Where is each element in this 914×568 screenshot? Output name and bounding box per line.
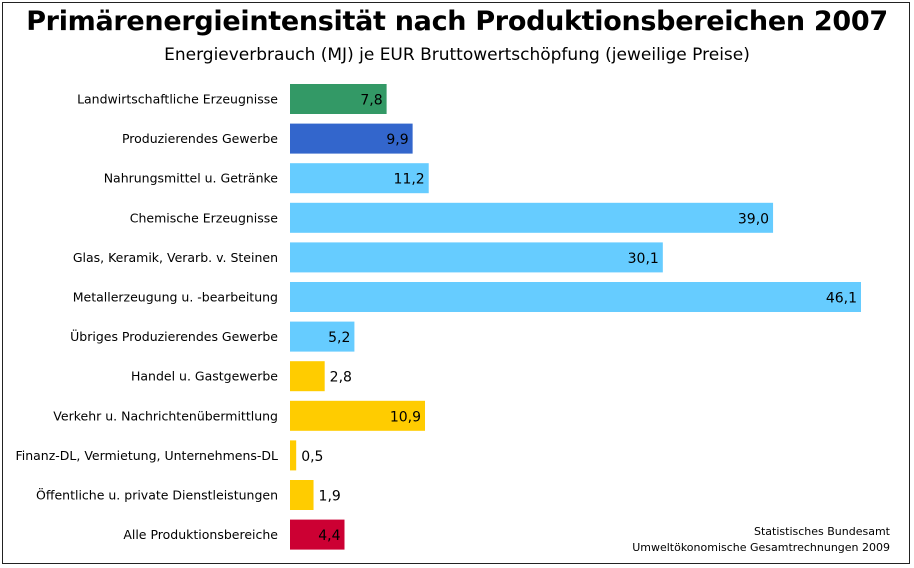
chart-title: Primärenergieintensität nach Produktions… <box>26 6 888 37</box>
category-label: Chemische Erzeugnisse <box>130 210 279 225</box>
category-label: Glas, Keramik, Verarb. v. Steinen <box>73 250 278 265</box>
bar <box>290 480 314 510</box>
category-label: Handel u. Gastgewerbe <box>131 369 278 384</box>
value-label: 9,9 <box>386 132 408 148</box>
bar <box>290 242 663 273</box>
value-label: 7,8 <box>360 93 382 109</box>
bar <box>290 519 345 550</box>
category-label: Landwirtschaftliche Erzeugnisse <box>77 92 278 107</box>
bar <box>290 440 297 471</box>
category-label: Metallerzeugung u. -bearbeitung <box>73 290 278 305</box>
value-label: 30,1 <box>628 251 659 267</box>
chart-subtitle: Energieverbrauch (MJ) je EUR Bruttowerts… <box>164 45 750 65</box>
value-label: 11,2 <box>394 172 425 188</box>
category-label: Öffentliche u. private Dienstleistungen <box>36 487 278 503</box>
value-label: 2,8 <box>330 370 352 386</box>
bar <box>290 163 429 194</box>
value-label: 4,4 <box>318 528 340 544</box>
category-label: Übriges Produzierendes Gewerbe <box>70 328 278 344</box>
category-label: Verkehr u. Nachrichtenübermittlung <box>53 408 278 423</box>
value-label: 39,0 <box>738 211 769 227</box>
category-label: Nahrungsmittel u. Getränke <box>104 171 279 186</box>
bar <box>290 84 387 114</box>
category-label: Finanz-DL, Vermietung, Unternehmens-DL <box>15 448 278 463</box>
bar <box>290 282 861 312</box>
value-label: 5,2 <box>328 330 350 346</box>
bar <box>290 321 355 352</box>
source-note: Statistisches Bundesamt Umweltökonomisch… <box>632 524 890 556</box>
value-label: 0,5 <box>301 449 323 465</box>
source-line-1: Statistisches Bundesamt <box>754 525 890 538</box>
value-label: 10,9 <box>390 409 421 425</box>
bar <box>290 361 325 392</box>
bar <box>290 123 413 154</box>
category-label: Produzierendes Gewerbe <box>122 131 278 146</box>
source-line-2: Umweltökonomische Gesamtrechnungen 2009 <box>632 541 890 554</box>
bar <box>290 202 774 233</box>
bar <box>290 400 426 431</box>
category-label: Alle Produktionsbereiche <box>123 527 278 542</box>
value-label: 46,1 <box>826 291 857 307</box>
value-label: 1,9 <box>319 489 341 505</box>
